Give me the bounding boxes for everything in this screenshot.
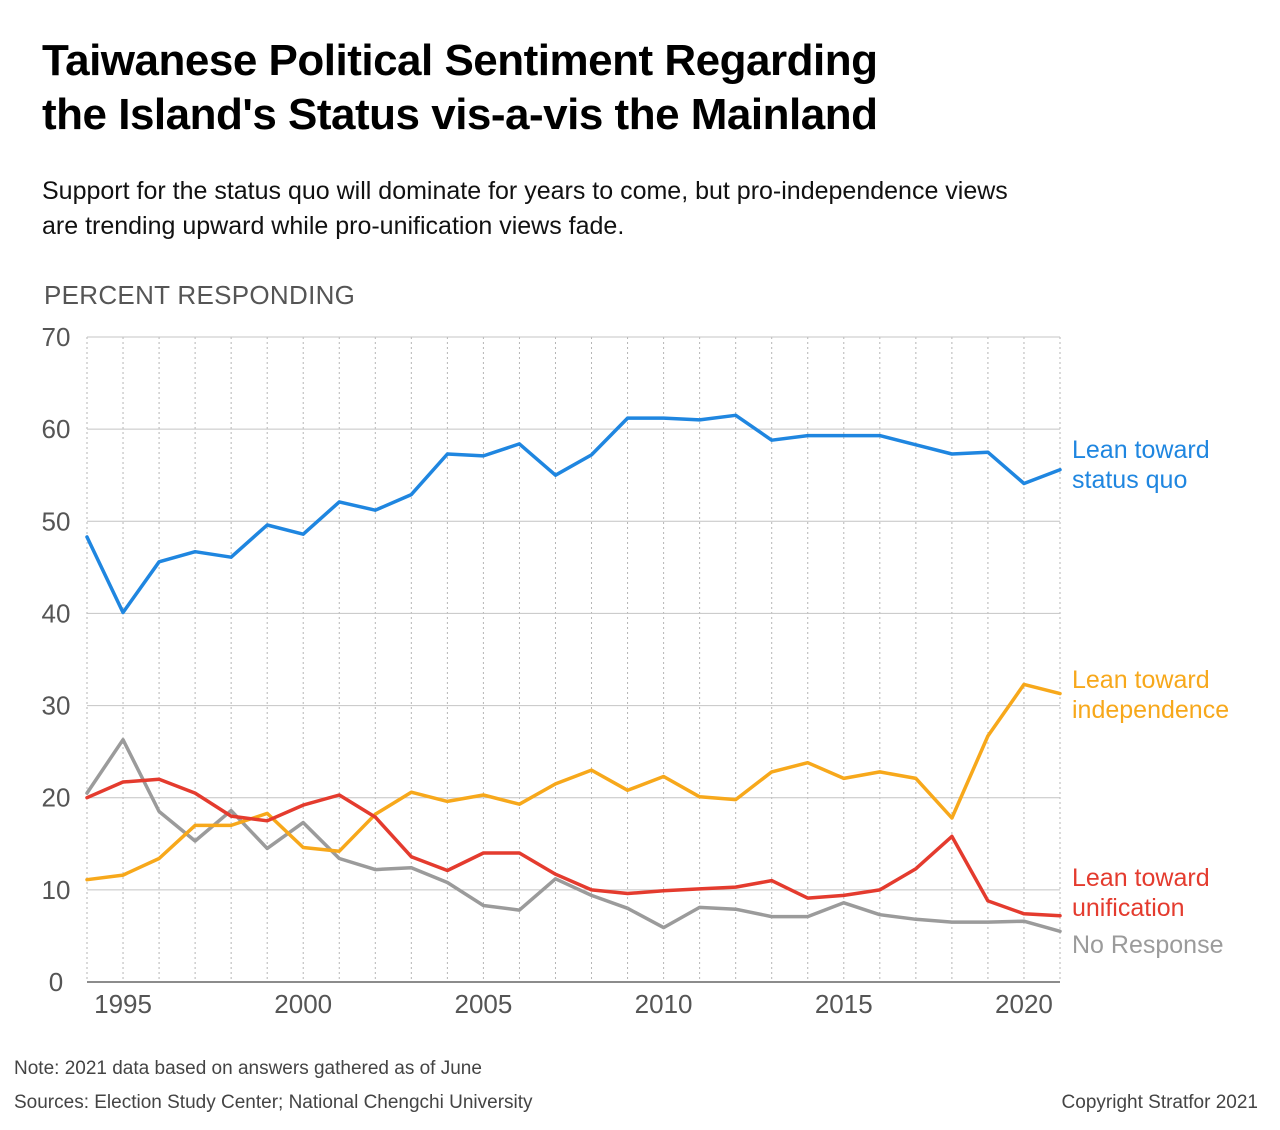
y-tick-label: 20 <box>42 783 71 813</box>
chart-sources: Sources: Election Study Center; National… <box>14 1092 533 1113</box>
x-tick-label: 2010 <box>635 989 693 1019</box>
chart-copyright: Copyright Stratfor 2021 <box>1061 1092 1258 1113</box>
chart-title-line-1: Taiwanese Political Sentiment Regarding <box>42 36 878 85</box>
chart-subtitle: Support for the status quo will dominate… <box>42 174 1242 244</box>
series-line-lean-toward-status-quo <box>85 413 1062 615</box>
axes: 0 10 20 30 40 50 60 70 1995 2000 2005 2010 2015 2020 <box>42 322 1053 1019</box>
chart-title-line-2: the Island's Status vis-a-vis the Mainla… <box>42 90 878 139</box>
y-tick-label: 50 <box>42 506 71 536</box>
series-labels: Lean toward status quo Lean toward independ… <box>1072 436 1229 959</box>
series-lines <box>85 413 1062 934</box>
series-line-lean-toward-independence <box>85 682 1062 882</box>
series-line-no-response <box>85 737 1062 934</box>
x-tick-label: 2015 <box>815 989 873 1019</box>
series-label-no-response: No Response <box>1072 931 1223 959</box>
x-tick-label: 2000 <box>274 989 332 1019</box>
y-axis-label: PERCENT RESPONDING <box>44 280 356 310</box>
y-tick-label: 10 <box>42 875 71 905</box>
y-tick-label: 40 <box>42 598 71 628</box>
x-tick-label: 2005 <box>454 989 512 1019</box>
grid <box>86 336 1061 983</box>
y-tick-label: 0 <box>49 967 63 997</box>
series-label-lean-toward-independence: Lean toward independence <box>1072 666 1229 724</box>
chart-subtitle-line-1: Support for the status quo will dominate… <box>42 177 1008 205</box>
y-tick-label: 30 <box>42 691 71 721</box>
chart-subtitle-line-2: are trending upward while pro-unificatio… <box>42 212 625 240</box>
chart-note: Note: 2021 data based on answers gathere… <box>14 1058 482 1079</box>
series-label-lean-toward-status-quo: Lean toward status quo <box>1072 436 1210 494</box>
x-tick-label: 2020 <box>995 989 1053 1019</box>
x-tick-label: 1995 <box>94 989 152 1019</box>
series-label-lean-toward-unification: Lean toward unification <box>1072 864 1210 922</box>
chart-title: Taiwanese Political Sentiment Regarding … <box>42 34 1242 142</box>
y-tick-label: 60 <box>42 414 71 444</box>
y-tick-label: 70 <box>42 322 71 352</box>
series-line-lean-toward-unification <box>85 777 1062 918</box>
